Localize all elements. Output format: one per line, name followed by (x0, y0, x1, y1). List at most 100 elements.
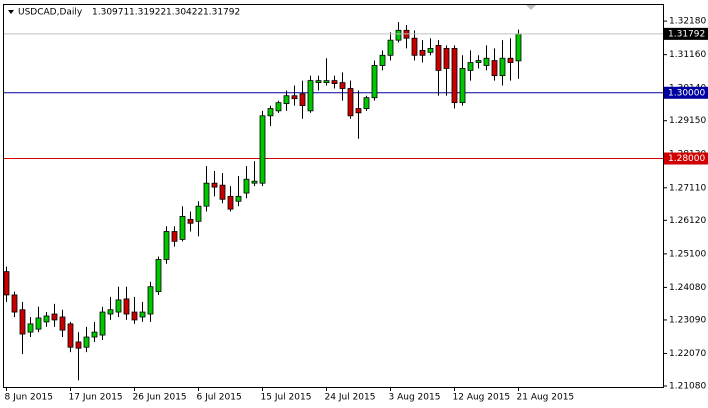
candle-body (363, 97, 370, 109)
candle-body (107, 309, 114, 315)
ohlc-open: 1.30971 (92, 8, 129, 18)
candle-body (91, 331, 98, 338)
candle-body (411, 37, 418, 56)
y-tick-label: 1.24080 (669, 283, 706, 293)
candle-body (83, 336, 90, 348)
y-tick-label: 1.26120 (669, 216, 706, 226)
candle-body (147, 286, 154, 315)
candle-body (123, 298, 130, 315)
candle-body (259, 115, 266, 184)
x-tick-label: 6 Jul 2015 (197, 393, 242, 403)
level-label-box (664, 152, 708, 165)
candle-body (115, 299, 122, 313)
candle-body (451, 47, 458, 104)
y-tick-label: 1.23090 (669, 315, 706, 325)
candle-body (67, 323, 74, 348)
candle-body (443, 47, 450, 69)
candle-body (203, 182, 210, 207)
candle-body (347, 88, 354, 117)
candle-body (131, 311, 138, 321)
y-tick-label: 1.25100 (669, 249, 706, 259)
candle-body (251, 180, 258, 184)
candle-body (491, 60, 498, 77)
ohlc-close: 1.31792 (203, 8, 240, 18)
candle-body (75, 341, 82, 349)
x-tick-label: 12 Aug 2015 (453, 393, 511, 403)
candle-body (331, 80, 338, 84)
candle-body (307, 80, 314, 112)
candle-body (227, 195, 234, 210)
y-tick-label: 1.22070 (669, 349, 706, 359)
header: USDCAD,Daily 1.30971 1.31922 1.30422 1.3… (18, 8, 240, 18)
candle-body (19, 309, 26, 335)
candle-body (427, 47, 434, 53)
candle-body (195, 205, 202, 222)
candle-body (299, 93, 306, 106)
y-tick-label: 1.32180 (669, 17, 706, 27)
candle-body (371, 65, 378, 99)
y-tick-label: 1.29150 (669, 116, 706, 126)
candle-body (291, 95, 298, 100)
level-label: 1.28000 (668, 154, 705, 164)
candle-body (267, 108, 274, 117)
candle-body (43, 315, 50, 323)
candle-body (59, 316, 66, 331)
candle-body (483, 57, 490, 66)
candle-body (323, 80, 330, 83)
level-label: 1.30000 (668, 88, 705, 98)
y-tick-label: 1.21080 (669, 382, 706, 392)
x-tick-label: 17 Jun 2015 (69, 393, 123, 403)
candle-body (235, 195, 242, 202)
y-tick-label: 1.27110 (669, 183, 706, 193)
candle-body (3, 271, 10, 296)
chart-shift-marker[interactable] (526, 5, 536, 10)
candle-body (219, 184, 226, 200)
x-tick-label: 26 Jun 2015 (133, 393, 187, 403)
candle-body (467, 62, 474, 71)
level-label-box (664, 86, 708, 99)
candle-body (99, 311, 106, 336)
menu-triangle[interactable] (8, 10, 14, 14)
candle-body (51, 313, 58, 321)
candle-body (275, 102, 282, 112)
ohlc-high: 1.31922 (129, 8, 166, 18)
candle-body (283, 95, 290, 105)
candle-body (11, 294, 18, 313)
candle-body (475, 60, 482, 63)
candle-body (163, 231, 170, 260)
candle-body (187, 218, 194, 224)
candle-body (27, 323, 34, 333)
candle-body (211, 182, 218, 188)
candle-body (435, 45, 442, 71)
candle-body (507, 57, 514, 63)
plot-frame (3, 4, 664, 388)
candle-body (315, 80, 322, 83)
candle-body (355, 108, 362, 114)
current-price-box (664, 27, 708, 40)
candle-body (243, 178, 250, 194)
y-tick-label: 1.31160 (669, 50, 706, 60)
candle-body (379, 54, 386, 66)
candle-body (171, 231, 178, 242)
candle-body (155, 259, 162, 293)
current-price-label: 1.31792 (668, 29, 705, 39)
candle-body (395, 29, 402, 41)
x-tick-label: 15 Jul 2015 (261, 393, 312, 403)
x-tick-label: 21 Aug 2015 (517, 393, 575, 403)
ohlc-low: 1.30422 (166, 8, 203, 18)
candle-body (515, 33, 522, 62)
candle-body (179, 215, 186, 240)
candle-body (35, 317, 42, 330)
x-tick-label: 24 Jul 2015 (325, 393, 376, 403)
candle-body (419, 49, 426, 56)
candle-body (387, 39, 394, 56)
candle-body (499, 57, 506, 77)
candle-body (339, 82, 346, 89)
x-tick-label: 3 Aug 2015 (389, 393, 441, 403)
x-tick-label: 8 Jun 2015 (5, 393, 53, 403)
candle-body (459, 68, 466, 104)
symbol-label: USDCAD,Daily (18, 8, 83, 18)
candle-body (139, 311, 146, 318)
